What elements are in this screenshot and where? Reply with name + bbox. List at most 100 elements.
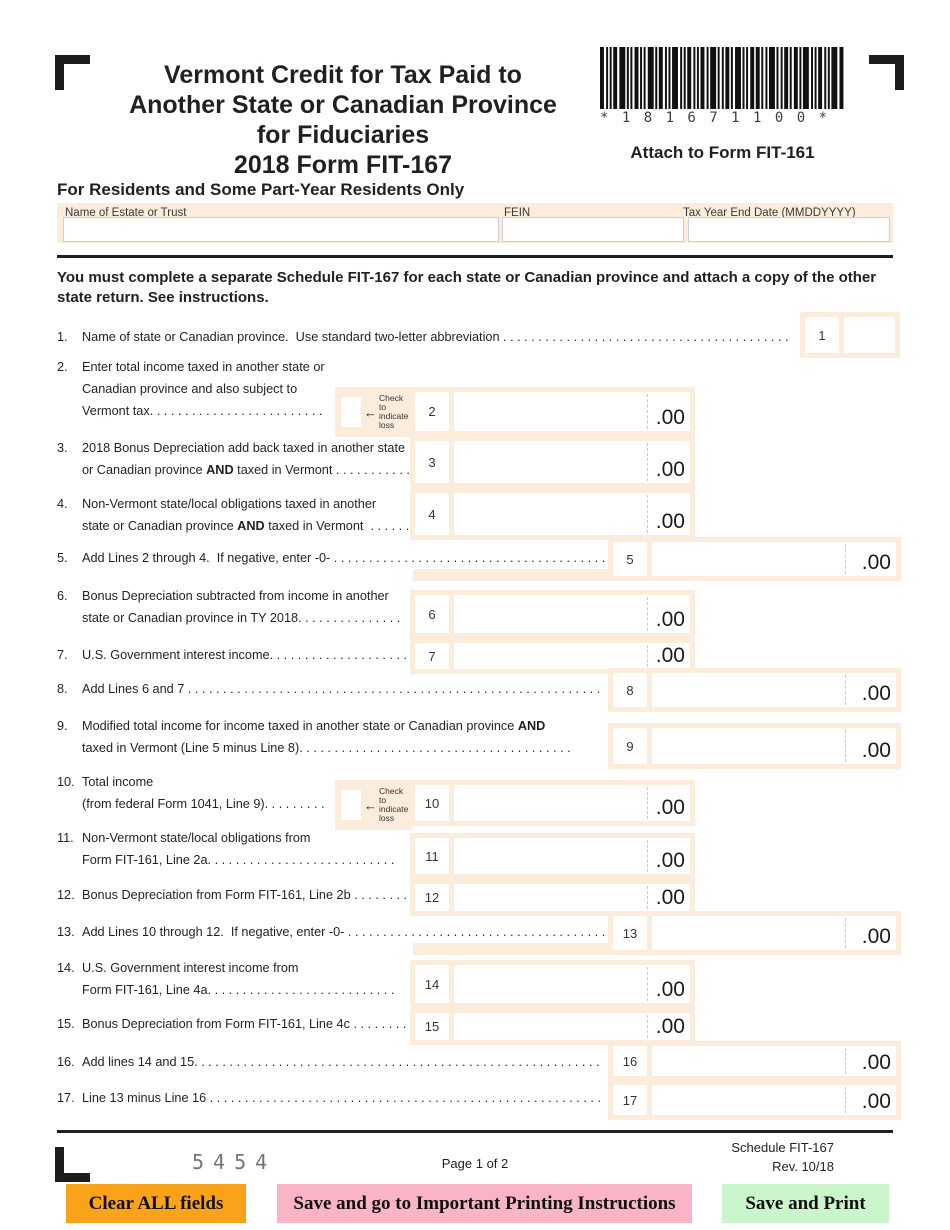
line-text: Vermont tax. . . . . . . . . . . . . . .…	[82, 404, 326, 418]
amount-suffix: .00	[655, 644, 685, 667]
loss-checkbox[interactable]	[341, 790, 361, 820]
save-and-print-button[interactable]: Save and Print	[722, 1184, 889, 1223]
line-number: 10.	[57, 775, 75, 789]
state-abbreviation-input[interactable]	[844, 317, 895, 353]
line-text: Bonus Depreciation from Form FIT-161, Li…	[82, 888, 411, 902]
line-text: Name of state or Canadian province. Use …	[82, 330, 793, 344]
line-text: Canadian province and also subject to	[82, 382, 298, 396]
line-5-amount-input[interactable]: .00	[652, 542, 896, 576]
line-14-amount-box: 14.00	[410, 960, 695, 1008]
line-14-amount-input[interactable]: .00	[454, 965, 690, 1003]
residents-heading: For Residents and Some Part-Year Residen…	[57, 180, 465, 199]
peach-sliver	[413, 569, 608, 581]
line-number: 15.	[57, 1017, 75, 1031]
amount-suffix: .00	[861, 1090, 891, 1113]
revision-label: Rev. 10/18	[772, 1159, 834, 1174]
line-box-number: 15	[415, 1013, 449, 1040]
line-number: 12.	[57, 888, 75, 902]
amount-suffix: .00	[861, 682, 891, 705]
line-text: or Canadian province AND taxed in Vermon…	[82, 463, 412, 477]
line-number: 8.	[57, 682, 68, 696]
line-number: 14.	[57, 961, 75, 975]
loss-checkbox-widget: ← Check to indicate loss	[335, 387, 412, 437]
cents-separator	[647, 1015, 648, 1038]
line-10-amount-box: 10.00	[410, 780, 695, 826]
loss-checkbox-widget: ← Check to indicate loss	[335, 780, 412, 830]
cents-separator	[845, 1087, 846, 1113]
form-title-line: Another State or Canadian Province	[129, 91, 557, 119]
cents-separator	[845, 730, 846, 762]
line-number: 17.	[57, 1091, 75, 1105]
left-arrow-icon: ←	[364, 797, 377, 813]
line-text: Bonus Depreciation subtracted from incom…	[82, 589, 389, 603]
line-text: Line 13 minus Line 16 . . . . . . . . . …	[82, 1091, 605, 1105]
clear-all-fields-button[interactable]: Clear ALL fields	[66, 1184, 246, 1223]
line-2-amount-input[interactable]: .00	[454, 392, 690, 431]
line-text: taxed in Vermont (Line 5 minus Line 8). …	[82, 741, 575, 755]
line-number: 6.	[57, 589, 68, 603]
line-text: Total income	[82, 775, 154, 789]
cents-separator	[647, 645, 648, 667]
line-number: 7.	[57, 648, 68, 662]
line-8-amount-input[interactable]: .00	[652, 673, 896, 707]
line-3-amount-input[interactable]: .00	[454, 441, 690, 483]
loss-checkbox[interactable]	[341, 397, 361, 427]
amount-suffix: .00	[655, 608, 685, 631]
line-16-amount-input[interactable]: .00	[652, 1046, 896, 1076]
form-title-line: for Fiduciaries	[256, 121, 430, 149]
line-9-amount-input[interactable]: .00	[652, 728, 896, 764]
estate-name-input[interactable]	[63, 217, 499, 242]
line-text: Form FIT-161, Line 4a. . . . . . . . . .…	[82, 983, 398, 997]
line-text: Add Lines 10 through 12. If negative, en…	[82, 925, 606, 939]
line-15-amount-input[interactable]: .00	[454, 1013, 690, 1040]
tax-year-end-date-input[interactable]	[688, 217, 890, 242]
line-17-amount-box: 17.00	[608, 1080, 901, 1120]
line-box-number: 7	[415, 643, 449, 669]
cents-separator	[845, 544, 846, 574]
amount-suffix: .00	[655, 886, 685, 909]
line-15-amount-box: 15.00	[410, 1008, 695, 1045]
save-and-go-printing-instructions-button[interactable]: Save and go to Important Printing Instru…	[277, 1184, 692, 1223]
line-5-amount-box: 5.00	[608, 537, 901, 581]
line-number: 11.	[57, 831, 74, 845]
cents-separator	[647, 886, 648, 909]
cents-separator	[647, 597, 648, 631]
schedule-label: Schedule FIT-167	[731, 1140, 834, 1155]
left-arrow-icon: ←	[364, 404, 377, 420]
line-13-amount-input[interactable]: .00	[652, 916, 896, 950]
registration-corner-top-right-icon	[869, 55, 904, 90]
line-number: 2.	[57, 360, 68, 374]
line-17-amount-input[interactable]: .00	[652, 1085, 896, 1115]
cents-separator	[647, 787, 648, 819]
fein-input[interactable]	[502, 217, 684, 242]
line-text: (from federal Form 1041, Line 9). . . . …	[82, 797, 329, 811]
line-12-amount-input[interactable]: .00	[454, 884, 690, 911]
estate-name-label: Name of Estate or Trust	[65, 207, 187, 219]
line-7-amount-input[interactable]: .00	[454, 643, 690, 669]
barcode-text: * 1 8 1 6 7 1 1 0 0 *	[600, 110, 830, 126]
cents-separator	[845, 675, 846, 705]
line-6-amount-input[interactable]: .00	[454, 595, 690, 633]
line-box-number: 8	[613, 673, 647, 707]
line-number: 3.	[57, 441, 68, 455]
line-12-amount-box: 12.00	[410, 879, 695, 916]
line-text: Bonus Depreciation from Form FIT-161, Li…	[82, 1017, 410, 1031]
line-text: state or Canadian province AND taxed in …	[82, 519, 412, 533]
page-indicator: Page 1 of 2	[441, 1156, 509, 1171]
amount-suffix: .00	[655, 849, 685, 872]
line-number: 16.	[57, 1055, 75, 1069]
section-divider-rule	[57, 255, 893, 258]
line-number: 13.	[57, 925, 75, 939]
line-text: Add Lines 2 through 4. If negative, ente…	[82, 551, 606, 565]
line-10-amount-input[interactable]: .00	[454, 785, 690, 821]
line-text: Add lines 14 and 15. . . . . . . . . . .…	[82, 1055, 604, 1069]
line-number: 4.	[57, 497, 68, 511]
line-4-amount-input[interactable]: .00	[454, 493, 690, 535]
line-box-number: 17	[613, 1085, 647, 1115]
amount-suffix: .00	[861, 551, 891, 574]
line-11-amount-input[interactable]: .00	[454, 838, 690, 874]
line-text: U.S. Government interest income. . . . .…	[82, 648, 411, 662]
amount-suffix: .00	[861, 739, 891, 762]
line-box-number: 9	[613, 728, 647, 764]
line-13-amount-box: 13.00	[608, 911, 901, 955]
